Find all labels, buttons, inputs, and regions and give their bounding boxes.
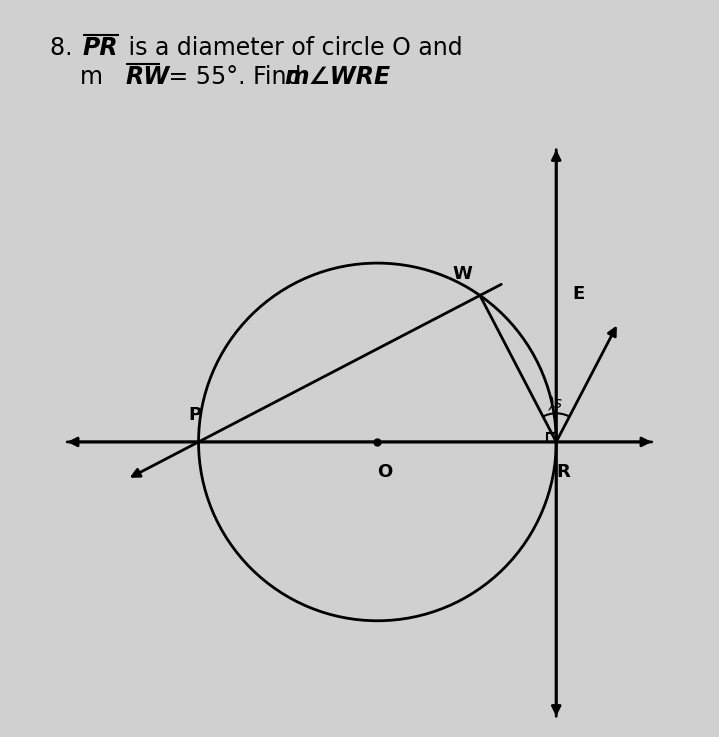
Text: W: W	[452, 265, 472, 283]
Text: is a diameter of circle O and: is a diameter of circle O and	[121, 36, 462, 60]
Text: )s: )s	[549, 395, 563, 410]
Text: O: O	[377, 464, 392, 481]
Text: m∠WRE: m∠WRE	[284, 66, 390, 89]
Text: 8.: 8.	[50, 36, 81, 60]
Text: P: P	[188, 406, 201, 424]
Text: .: .	[374, 66, 381, 89]
Text: = 55°. Find: = 55°. Find	[161, 66, 309, 89]
Text: RW: RW	[126, 66, 170, 89]
Text: R: R	[557, 464, 570, 481]
Text: PR: PR	[83, 36, 119, 60]
Bar	[547, 433, 557, 442]
Text: m: m	[50, 66, 111, 89]
Text: E: E	[572, 284, 585, 303]
